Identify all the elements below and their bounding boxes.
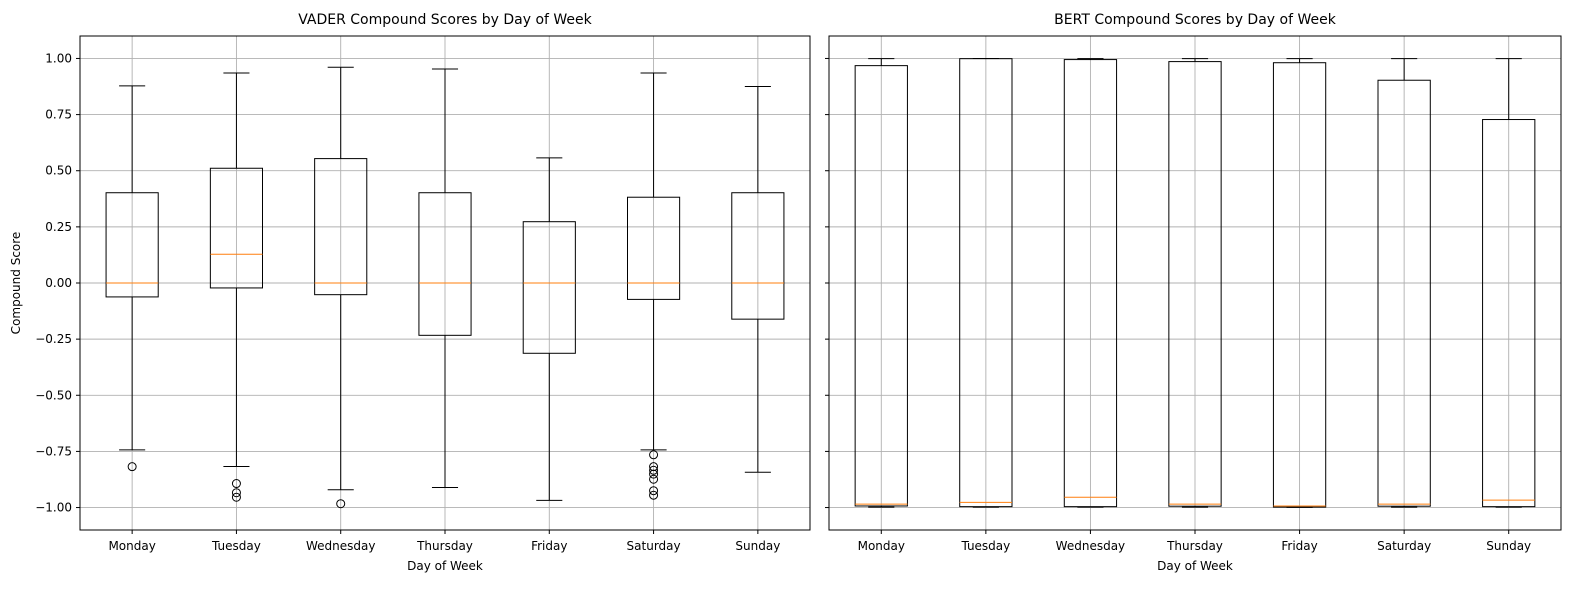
bert-xtick-label: Sunday xyxy=(1486,539,1531,553)
bert-box-wednesday xyxy=(1063,58,1118,508)
outlier-point xyxy=(336,499,346,509)
iqr-box xyxy=(1168,61,1222,507)
bert-x-axis-label: Day of Week xyxy=(1157,559,1233,573)
vader-xtick-label: Monday xyxy=(108,539,155,553)
vader-box-monday xyxy=(105,85,159,472)
bert-chart-title: BERT Compound Scores by Day of Week xyxy=(1054,12,1337,28)
outlier-point xyxy=(649,465,659,475)
bert-box-friday xyxy=(1272,58,1327,508)
outlier-point xyxy=(231,488,241,498)
iqr-box xyxy=(627,196,681,300)
bert-xtick-label: Friday xyxy=(1281,539,1317,553)
iqr-box xyxy=(959,58,1013,508)
outlier-point xyxy=(649,450,659,460)
vader-ytick-label: 0.50 xyxy=(45,164,72,178)
vader-xtick-label: Tuesday xyxy=(211,539,261,553)
outlier-point xyxy=(649,490,659,500)
bert-xtick-label: Tuesday xyxy=(960,539,1010,553)
bert-xtick-label: Monday xyxy=(858,539,905,553)
iqr-box xyxy=(854,65,908,507)
vader-xtick-label: Saturday xyxy=(627,539,681,553)
vader-ytick-label: −0.25 xyxy=(35,332,72,346)
vader-xtick-label: Thursday xyxy=(416,539,473,553)
vader-ytick-label: 0.25 xyxy=(45,220,72,234)
iqr-box xyxy=(418,192,472,336)
outlier-point xyxy=(649,469,659,479)
outlier-point xyxy=(649,462,659,472)
vader-box-friday xyxy=(522,157,576,501)
outlier-point xyxy=(127,462,137,472)
vader-ytick-label: 0.00 xyxy=(45,276,72,290)
iqr-box xyxy=(209,167,264,289)
vader-box-wednesday xyxy=(314,66,368,509)
vader-chart: −1.00 −0.75 −0.50 −0.25 0.00 0.25 0.50 0.75 1.00… xyxy=(9,12,811,573)
vader-xtick-label: Sunday xyxy=(735,539,780,553)
vader-y-axis-label: Compound Score xyxy=(9,232,23,335)
iqr-box xyxy=(1272,62,1327,508)
iqr-box xyxy=(522,221,576,354)
outlier-point xyxy=(231,479,241,489)
iqr-box xyxy=(314,158,368,296)
vader-ytick-label: 0.75 xyxy=(45,108,72,122)
iqr-box xyxy=(1482,119,1536,508)
bert-xtick-label: Wednesday xyxy=(1056,539,1125,553)
outlier-point xyxy=(231,492,241,502)
bert-box-thursday xyxy=(1168,58,1222,508)
iqr-box xyxy=(1063,59,1118,508)
vader-chart-title: VADER Compound Scores by Day of Week xyxy=(298,12,592,28)
bert-chart: Monday Tuesday Wednesday Thursday Friday Satu… xyxy=(825,12,1562,573)
vader-ytick-label: −0.50 xyxy=(35,388,72,402)
vader-x-axis-label: Day of Week xyxy=(407,559,483,573)
iqr-box xyxy=(1377,79,1431,507)
vader-xtick-label: Wednesday xyxy=(306,539,375,553)
vader-box-saturday xyxy=(627,72,681,500)
bert-box-monday xyxy=(854,58,908,508)
bert-xtick-label: Thursday xyxy=(1166,539,1223,553)
vader-xtick-label: Friday xyxy=(531,539,567,553)
iqr-box xyxy=(731,192,785,320)
vader-box-sunday xyxy=(731,86,785,473)
bert-box-sunday xyxy=(1482,58,1536,508)
vader-ytick-label: 1.00 xyxy=(45,51,72,65)
outlier-point xyxy=(649,486,659,496)
iqr-box xyxy=(105,192,159,298)
bert-xtick-label: Saturday xyxy=(1377,539,1431,553)
outlier-point xyxy=(649,474,659,484)
vader-box-thursday xyxy=(418,68,472,489)
vader-box-tuesday xyxy=(209,72,264,502)
bert-box-tuesday xyxy=(959,57,1013,508)
bert-box-saturday xyxy=(1377,58,1431,508)
vader-ytick-label: −0.75 xyxy=(35,444,72,458)
vader-ytick-label: −1.00 xyxy=(35,501,72,515)
